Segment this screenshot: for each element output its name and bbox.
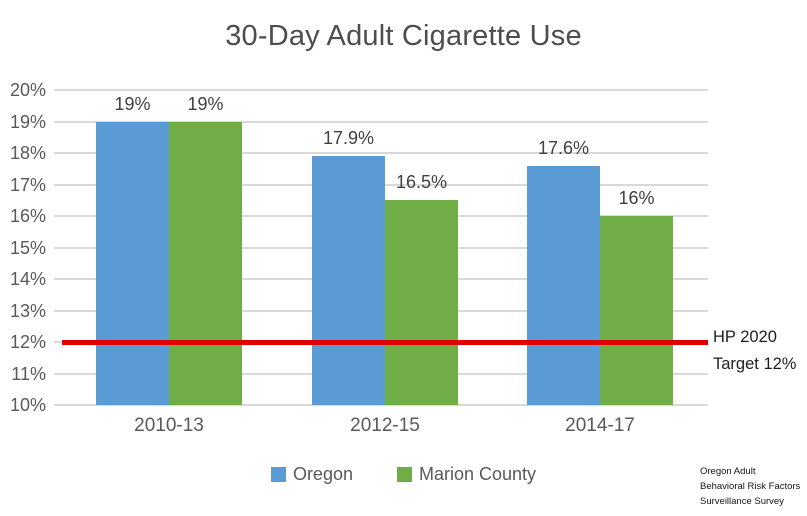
- y-axis-tick: [54, 215, 62, 217]
- y-tick-label: 12%: [9, 332, 46, 352]
- y-axis-tick: [54, 341, 62, 343]
- legend-swatch-marion-county: [396, 467, 412, 482]
- data-label-oregon-2012-15: 17.9%: [322, 128, 375, 149]
- y-axis-tick: [54, 152, 62, 154]
- y-tick-label: 11%: [11, 364, 46, 384]
- gridline: [62, 121, 708, 123]
- x-tick-label-2014-17: 2014-17: [565, 415, 635, 436]
- data-label-marion-county-2010-13: 19%: [187, 93, 224, 114]
- source-note-line-3: Surveillance Survey: [700, 496, 784, 507]
- legend-swatch-oregon: [270, 467, 286, 482]
- y-tick-label: 13%: [9, 301, 46, 321]
- data-label-oregon-2010-13: 19%: [114, 93, 151, 114]
- y-tick-label: 20%: [9, 80, 46, 100]
- legend-item-marion-county: Marion County: [396, 464, 537, 485]
- x-axis-labels: 2010-13 2012-15 2014-17: [0, 415, 807, 441]
- bar-marion-county-2014-17: [600, 216, 673, 405]
- y-axis-tick: [54, 89, 62, 91]
- chart-title: 30-Day Adult Cigarette Use: [225, 20, 582, 52]
- legend-label-oregon: Oregon: [292, 464, 353, 484]
- y-axis-tick: [54, 184, 62, 186]
- bar-marion-county-2010-13: [169, 121, 242, 405]
- x-tick-label-2012-15: 2012-15: [350, 415, 420, 436]
- target-line-label: HP 2020 Target 12%: [713, 324, 796, 378]
- y-tick-label: 10%: [9, 395, 46, 415]
- plot-area: 19% 17.9% 17.6% 19% 16.5% 16%: [54, 89, 708, 406]
- source-note: Oregon Adult Behavioral Risk Factors Sur…: [700, 464, 805, 509]
- legend-label-marion-county: Marion County: [418, 464, 537, 484]
- legend: Oregon Marion County: [0, 464, 807, 485]
- target-label-line-1: HP 2020: [713, 328, 777, 346]
- source-note-line-1: Oregon Adult: [700, 466, 756, 477]
- y-axis-tick: [54, 404, 62, 406]
- y-tick-label: 18%: [9, 143, 46, 163]
- bar-oregon-2014-17: [527, 165, 600, 405]
- target-label-line-2: Target 12%: [713, 355, 797, 373]
- gridline: [62, 404, 708, 406]
- y-axis-tick: [54, 310, 62, 312]
- y-axis-labels: 20% 19% 18% 17% 16% 15% 14% 13% 12% 11% 10%: [0, 80, 54, 415]
- y-axis-tick: [54, 278, 62, 280]
- y-tick-label: 15%: [9, 238, 46, 258]
- bar-marion-county-2012-15: [385, 200, 458, 405]
- bar-oregon-2012-15: [312, 156, 385, 405]
- source-note-line-2: Behavioral Risk Factors: [700, 481, 801, 492]
- gridline: [62, 152, 708, 154]
- y-tick-label: 14%: [9, 269, 46, 289]
- y-axis-tick: [54, 373, 62, 375]
- y-tick-label: 19%: [9, 112, 46, 132]
- y-tick-label: 16%: [9, 206, 46, 226]
- x-tick-label-2010-13: 2010-13: [134, 415, 204, 436]
- data-label-marion-county-2012-15: 16.5%: [395, 172, 448, 193]
- gridline: [62, 89, 708, 91]
- y-axis-tick: [54, 247, 62, 249]
- bar-oregon-2010-13: [96, 121, 169, 405]
- y-tick-label: 17%: [9, 175, 46, 195]
- data-label-oregon-2014-17: 17.6%: [537, 137, 590, 158]
- legend-item-oregon: Oregon: [270, 464, 353, 485]
- target-line: [62, 340, 708, 345]
- y-axis-tick: [54, 121, 62, 123]
- data-label-marion-county-2014-17: 16%: [618, 188, 655, 208]
- gridline: [62, 184, 708, 186]
